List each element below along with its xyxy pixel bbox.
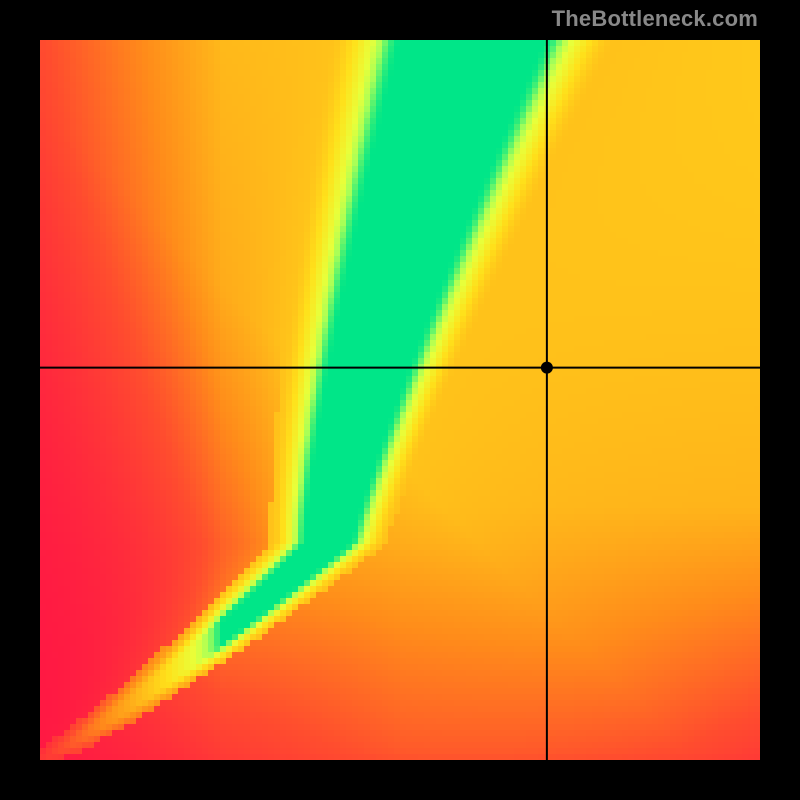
chart-container: TheBottleneck.com — [0, 0, 800, 800]
crosshair-overlay — [0, 0, 800, 800]
watermark-label: TheBottleneck.com — [552, 6, 758, 32]
crosshair-marker — [541, 362, 553, 374]
